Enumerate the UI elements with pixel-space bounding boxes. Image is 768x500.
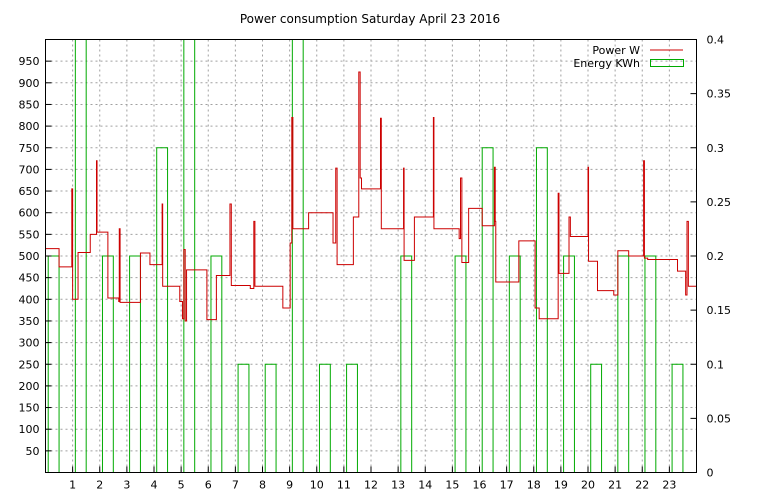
grid-lines [45, 39, 697, 473]
x-tick-label: 20 [581, 479, 595, 492]
y-axis-right: 0 0.05 0.1 0.15 0.2 0.25 0.3 0.35 0.4 [690, 34, 732, 480]
y-tick-label: 400 [19, 293, 40, 306]
legend-swatch-energy [650, 59, 684, 67]
x-tick-label: 13 [391, 479, 405, 492]
energy-bar [264, 363, 277, 473]
legend-label-power: Power W [592, 44, 640, 57]
y2-tick-label: 0.05 [707, 412, 732, 425]
x-tick-label: 9 [286, 479, 293, 492]
energy-bar [563, 255, 575, 473]
y-tick-label: 800 [19, 120, 40, 133]
y2-tick-label: 0 [707, 467, 714, 480]
energy-bar [210, 255, 223, 473]
energy-bar [617, 255, 630, 473]
x-tick-label: 17 [500, 479, 514, 492]
energy-bar [156, 147, 169, 473]
energy-bar [454, 255, 467, 473]
power-line [45, 71, 697, 322]
y-tick-label: 300 [19, 337, 40, 350]
y-tick-label: 350 [19, 315, 40, 328]
y2-tick-label: 0.15 [707, 304, 732, 317]
x-tick-label: 6 [205, 479, 212, 492]
x-tick-label: 12 [364, 479, 378, 492]
y2-tick-label: 0.25 [707, 196, 732, 209]
y-tick-label: 550 [19, 228, 40, 241]
power-w-series [45, 71, 697, 322]
x-tick-label: 2 [96, 479, 103, 492]
y-tick-label: 150 [19, 402, 40, 415]
y-tick-label: 750 [19, 142, 40, 155]
y-tick-label: 50 [26, 445, 40, 458]
y-tick-label: 500 [19, 250, 40, 263]
y2-tick-label: 0.2 [707, 250, 725, 263]
y-tick-label: 850 [19, 98, 40, 111]
y-tick-label: 100 [19, 423, 40, 436]
x-tick-label: 11 [337, 479, 351, 492]
x-tick-label: 22 [635, 479, 649, 492]
legend-label-energy: Energy KWh [573, 57, 640, 70]
y2-tick-label: 0.4 [707, 34, 725, 47]
energy-bar [237, 363, 250, 473]
energy-bar [590, 363, 603, 473]
energy-bar [400, 255, 413, 473]
y-tick-label: 250 [19, 358, 40, 371]
x-tick-label: 16 [473, 479, 487, 492]
energy-bar [671, 363, 684, 473]
y2-tick-label: 0.35 [707, 88, 732, 101]
y-tick-label: 450 [19, 272, 40, 285]
y2-tick-label: 0.3 [707, 142, 725, 155]
x-tick-label: 21 [608, 479, 622, 492]
x-axis: 1 2 3 4 5 6 7 8 9 10 11 12 13 14 15 16 17 18 19 20 21 22 23 [69, 466, 676, 492]
x-tick-label: 18 [527, 479, 541, 492]
energy-bar [481, 147, 494, 473]
y2-tick-label: 0.1 [707, 358, 725, 371]
x-tick-label: 23 [662, 479, 676, 492]
x-tick-label: 19 [554, 479, 568, 492]
x-tick-label: 10 [310, 479, 324, 492]
chart-title: Power consumption Saturday April 23 2016 [240, 12, 500, 26]
x-tick-label: 1 [69, 479, 76, 492]
y-tick-label: 600 [19, 207, 40, 220]
x-tick-label: 5 [178, 479, 185, 492]
energy-bar [535, 147, 548, 473]
x-tick-label: 14 [418, 479, 432, 492]
legend: Power W Energy KWh [573, 44, 684, 70]
energy-bar [318, 363, 331, 473]
y-tick-label: 650 [19, 185, 40, 198]
x-tick-label: 7 [232, 479, 239, 492]
x-tick-label: 3 [123, 479, 130, 492]
energy-bar [644, 255, 657, 473]
energy-bar [508, 255, 521, 473]
x-tick-label: 8 [259, 479, 266, 492]
x-tick-label: 4 [151, 479, 158, 492]
y-tick-label: 950 [19, 55, 40, 68]
y-tick-label: 200 [19, 380, 40, 393]
x-tick-label: 15 [445, 479, 459, 492]
y-tick-label: 900 [19, 77, 40, 90]
energy-bar [346, 363, 358, 473]
y-tick-label: 700 [19, 163, 40, 176]
energy-bar [129, 255, 141, 473]
y-axis-left: 50 100 150 200 250 300 350 400 450 500 550 600 650 70… [19, 55, 52, 458]
